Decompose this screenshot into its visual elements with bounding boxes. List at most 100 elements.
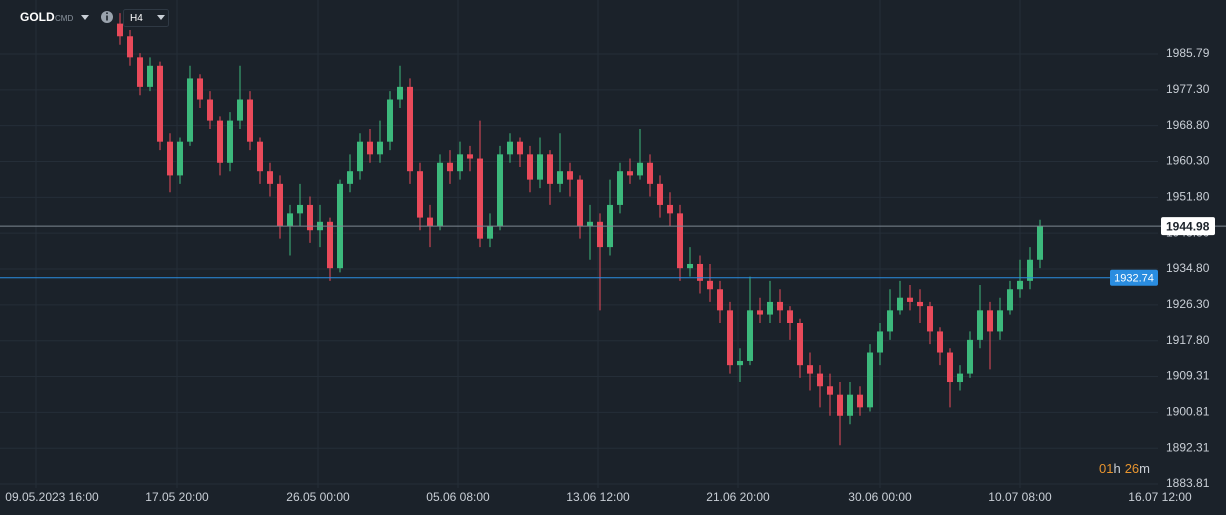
- candle-body: [747, 310, 753, 361]
- candle-body: [997, 310, 1003, 332]
- candle-body: [827, 386, 833, 395]
- price-label-box: [1110, 269, 1158, 286]
- candle-body: [707, 280, 713, 290]
- y-tick-label: 1909.31: [1166, 369, 1210, 383]
- candle-body: [387, 99, 393, 142]
- price-label: 1944.98: [1166, 219, 1210, 233]
- candle-body: [957, 373, 963, 383]
- candle-body: [697, 263, 703, 281]
- candle-body: [577, 179, 583, 227]
- y-tick-label: 1951.80: [1166, 190, 1210, 204]
- candle-body: [977, 310, 983, 340]
- y-tick-label: 1985.79: [1166, 46, 1210, 60]
- candle-body: [757, 310, 763, 315]
- candle-body: [487, 226, 493, 239]
- candle-body: [627, 171, 633, 176]
- candle-body: [307, 204, 313, 231]
- candle-body: [937, 331, 943, 353]
- market: CMD: [55, 14, 73, 23]
- timeframe-box[interactable]: [123, 9, 169, 27]
- candle-body: [897, 297, 903, 311]
- candle-body: [657, 183, 663, 205]
- timeframe[interactable]: H4: [130, 13, 143, 24]
- candle-body: [467, 154, 473, 159]
- candle-body: [677, 213, 683, 269]
- y-tick-label: 1926.30: [1166, 297, 1210, 311]
- candle-body: [867, 352, 873, 408]
- candle-body: [557, 171, 563, 184]
- candle-body: [407, 86, 413, 172]
- candle-body: [137, 57, 143, 87]
- y-tick-label: 1977.30: [1166, 82, 1210, 96]
- candle-body: [687, 263, 693, 269]
- candle-body: [437, 162, 443, 227]
- candle-body: [887, 310, 893, 332]
- candle-body: [837, 394, 843, 416]
- y-tick-label: 1960.30: [1166, 154, 1210, 168]
- candle-body: [157, 65, 163, 142]
- candle-body: [667, 204, 673, 214]
- candle-body: [267, 171, 273, 184]
- candle-body: [457, 154, 463, 172]
- candle-body: [647, 162, 653, 184]
- candle-body: [327, 221, 333, 269]
- candle-body: [847, 394, 853, 416]
- candle-body: [1017, 280, 1023, 290]
- candle-body: [377, 141, 383, 155]
- candle-body: [247, 99, 253, 142]
- candle-body: [917, 301, 923, 307]
- symbol[interactable]: GOLD: [20, 10, 55, 24]
- x-tick-label: 16.07 12:00: [1128, 490, 1192, 504]
- y-tick-label: 1968.80: [1166, 118, 1210, 132]
- candle-body: [1027, 259, 1033, 281]
- candle-body: [347, 171, 353, 184]
- y-tick-label: 1934.80: [1166, 261, 1210, 275]
- price-label: 1932.74: [1114, 273, 1154, 285]
- candles: [117, 13, 1043, 446]
- candle-body: [857, 394, 863, 408]
- candle-body: [257, 141, 263, 172]
- x-tick-label: 05.06 08:00: [426, 490, 490, 504]
- candle-body: [927, 306, 933, 332]
- candle-body: [127, 36, 133, 58]
- candle-body: [167, 141, 173, 176]
- candle-body: [537, 154, 543, 180]
- candle-body: [597, 221, 603, 248]
- candle-body: [477, 158, 483, 239]
- candle-body: [187, 78, 193, 142]
- candle-body: [447, 162, 453, 172]
- candle-body: [907, 297, 913, 302]
- candle-body: [207, 99, 213, 121]
- timeframe-dropdown[interactable]: [157, 15, 165, 20]
- y-tick-label: 1892.31: [1166, 440, 1210, 454]
- x-tick-label: 26.05 00:00: [286, 490, 350, 504]
- candle-body: [357, 141, 363, 172]
- candle-body: [227, 120, 233, 163]
- candle-body: [177, 141, 183, 176]
- x-tick-label: 09.05.2023 16:00: [5, 490, 99, 504]
- overlay: 1944.98 1932.74: [0, 217, 1226, 286]
- y-tick-label: 1883.81: [1166, 476, 1210, 490]
- symbol-dropdown[interactable]: [81, 15, 89, 20]
- candle-body: [507, 141, 513, 155]
- candle-body: [1037, 226, 1043, 260]
- info-icon[interactable]: [101, 11, 113, 23]
- candle-body: [237, 99, 243, 121]
- candle-body: [767, 301, 773, 315]
- candle-body: [807, 365, 813, 374]
- candle-body: [947, 352, 953, 383]
- candle-body: [587, 221, 593, 227]
- candle-body: [727, 310, 733, 366]
- candle-body: [617, 171, 623, 205]
- candle-body: [817, 373, 823, 387]
- candle-body: [567, 171, 573, 180]
- candle-body: [397, 86, 403, 100]
- y-tick-label: 1900.81: [1166, 405, 1210, 419]
- candle-body: [217, 120, 223, 163]
- x-tick-label: 13.06 12:00: [566, 490, 630, 504]
- candle-body: [1007, 289, 1013, 311]
- candle-body: [777, 301, 783, 311]
- price-label-box: [1161, 217, 1215, 236]
- candle-body: [427, 217, 433, 227]
